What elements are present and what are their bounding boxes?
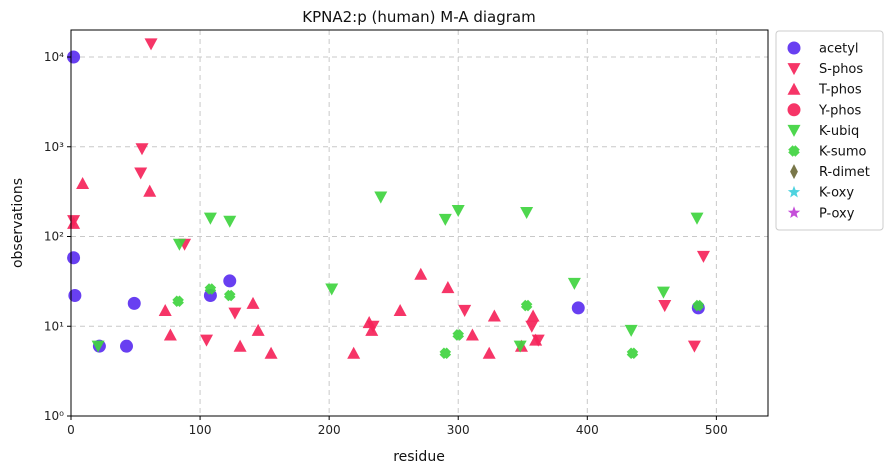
T-phos-point [414,267,428,280]
K-sumo-point [692,299,705,312]
T-phos-point [264,346,278,359]
K-ubiq-point [203,212,217,225]
T-phos-point [347,346,361,359]
T-phos-point [487,309,501,322]
K-ubiq-point [223,215,237,228]
x-tick-label: 400 [576,423,599,437]
R-dimet-legend-marker [790,164,798,180]
K-ubiq-point [451,204,465,217]
K-sumo-point [626,347,639,360]
T-phos-point [441,281,455,294]
legend: acetyl S-phos T-phos Y-phos K-ubiq K-sumo R-di… [775,30,884,231]
K-ubiq-point [567,277,581,290]
acetyl-point [68,289,82,303]
K-ubiq-point [520,207,534,220]
y-tick-label: 10¹ [44,319,64,333]
T-phos-point [67,216,81,229]
legend-label: K-oxy [819,186,854,201]
legend-label: K-ubiq [819,124,859,139]
x-tick-label: 300 [447,423,470,437]
T-phos-point [143,184,157,197]
K-ubiq-point [438,213,452,226]
legend-label: S-phos [819,62,863,77]
y-tick-label: 10⁰ [44,409,64,423]
legend-box [775,30,884,231]
acetyl-point [120,339,134,353]
T-phos-point [465,328,479,341]
data-points [67,38,710,360]
y-tick-label: 10² [44,230,64,244]
S-phos-point [144,38,158,51]
x-tick-label: 500 [705,423,728,437]
legend-label: K-sumo [819,145,867,160]
S-phos-point [458,304,472,317]
T-phos-point [246,296,260,309]
x-axis-title: residue [393,449,445,465]
y-axis-title: observations [10,178,26,268]
T-phos-point [251,323,265,336]
grid [71,30,768,416]
K-ubiq-point [91,340,105,353]
legend-label: T-phos [818,83,862,98]
acetyl-point [223,274,237,288]
S-phos-point [200,334,214,347]
y-tick-label: 10⁴ [44,50,64,64]
acetyl-point [571,301,585,315]
K-ubiq-point [656,286,670,299]
axis-ticks: 0 100 200 300 400 500 10⁰ 10¹ 10² 10³ 10⁴ [44,50,728,437]
legend-label: P-oxy [819,206,855,221]
K-sumo-point [452,329,465,341]
K-ubiq-point [325,283,339,296]
T-phos-point [393,303,407,316]
K-sumo-point [204,283,217,295]
S-phos-point [696,250,710,263]
acetyl-point [67,251,81,265]
T-phos-point [365,323,379,336]
K-ubiq-point [172,238,186,251]
T-phos-legend-marker [787,82,801,95]
S-phos-point [135,143,149,156]
y-tick-label: 10³ [44,140,64,154]
K-sumo-point [223,289,236,302]
K-sumo-point [439,347,452,360]
P-oxy-legend-marker [787,206,801,219]
legend-label: R-dimet [819,165,870,180]
acetyl-legend-marker [787,41,801,55]
S-phos-legend-marker [787,63,801,76]
T-phos-point [526,309,540,322]
K-sumo-legend-marker [788,145,800,157]
x-tick-label: 0 [67,423,75,437]
x-tick-label: 100 [189,423,212,437]
K-sumo-point [172,295,184,308]
S-phos-point [525,320,539,333]
T-phos-point [482,346,496,359]
x-tick-label: 200 [318,423,341,437]
Y-phos-legend-marker [787,103,801,117]
legend-label: acetyl [819,42,859,57]
T-phos-point [233,339,247,352]
legend-label: Y-phos [818,103,862,118]
T-phos-point [362,316,376,329]
S-phos-point [658,300,672,313]
T-phos-point [158,303,172,316]
acetyl-point [67,50,81,64]
acetyl-point [127,296,141,310]
K-ubiq-legend-marker [787,124,801,137]
S-phos-point [228,307,242,320]
T-phos-point [163,328,177,341]
K-ubiq-point [624,324,638,337]
K-sumo-point [520,299,533,312]
S-phos-point [687,340,701,353]
chart-title: KPNA2:p (human) M-A diagram [302,8,535,26]
T-phos-point [76,176,90,189]
plot-frame [70,29,769,417]
K-ubiq-point [513,340,527,353]
T-phos-point [529,333,543,346]
S-phos-point [134,167,148,180]
K-oxy-legend-marker [787,185,801,198]
K-ubiq-point [690,212,704,225]
K-ubiq-point [374,191,388,204]
